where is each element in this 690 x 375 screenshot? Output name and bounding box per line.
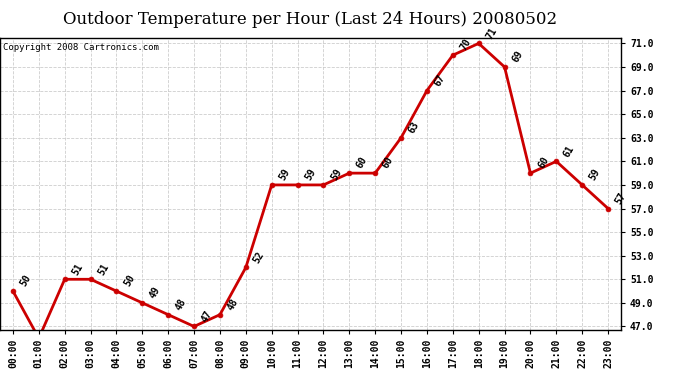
Text: 60: 60 [536, 155, 551, 170]
Text: 48: 48 [226, 297, 240, 312]
Text: 50: 50 [122, 273, 137, 288]
Text: 67: 67 [433, 73, 447, 88]
Text: 63: 63 [406, 120, 421, 135]
Text: 52: 52 [251, 249, 266, 265]
Text: 51: 51 [96, 261, 110, 276]
Text: 60: 60 [355, 155, 369, 170]
Text: 51: 51 [70, 261, 85, 276]
Text: 71: 71 [484, 26, 499, 40]
Text: 50: 50 [19, 273, 33, 288]
Text: 59: 59 [588, 167, 602, 182]
Text: 59: 59 [303, 167, 317, 182]
Text: 46: 46 [0, 374, 1, 375]
Text: 47: 47 [199, 309, 214, 324]
Text: 70: 70 [458, 37, 473, 52]
Text: 59: 59 [329, 167, 344, 182]
Text: Copyright 2008 Cartronics.com: Copyright 2008 Cartronics.com [3, 44, 159, 52]
Text: Outdoor Temperature per Hour (Last 24 Hours) 20080502: Outdoor Temperature per Hour (Last 24 Ho… [63, 11, 558, 28]
Text: 61: 61 [562, 143, 576, 159]
Text: 48: 48 [174, 297, 188, 312]
Text: 49: 49 [148, 285, 162, 300]
Text: 57: 57 [613, 190, 628, 206]
Text: 59: 59 [277, 167, 292, 182]
Text: 69: 69 [510, 49, 524, 64]
Text: 60: 60 [381, 155, 395, 170]
